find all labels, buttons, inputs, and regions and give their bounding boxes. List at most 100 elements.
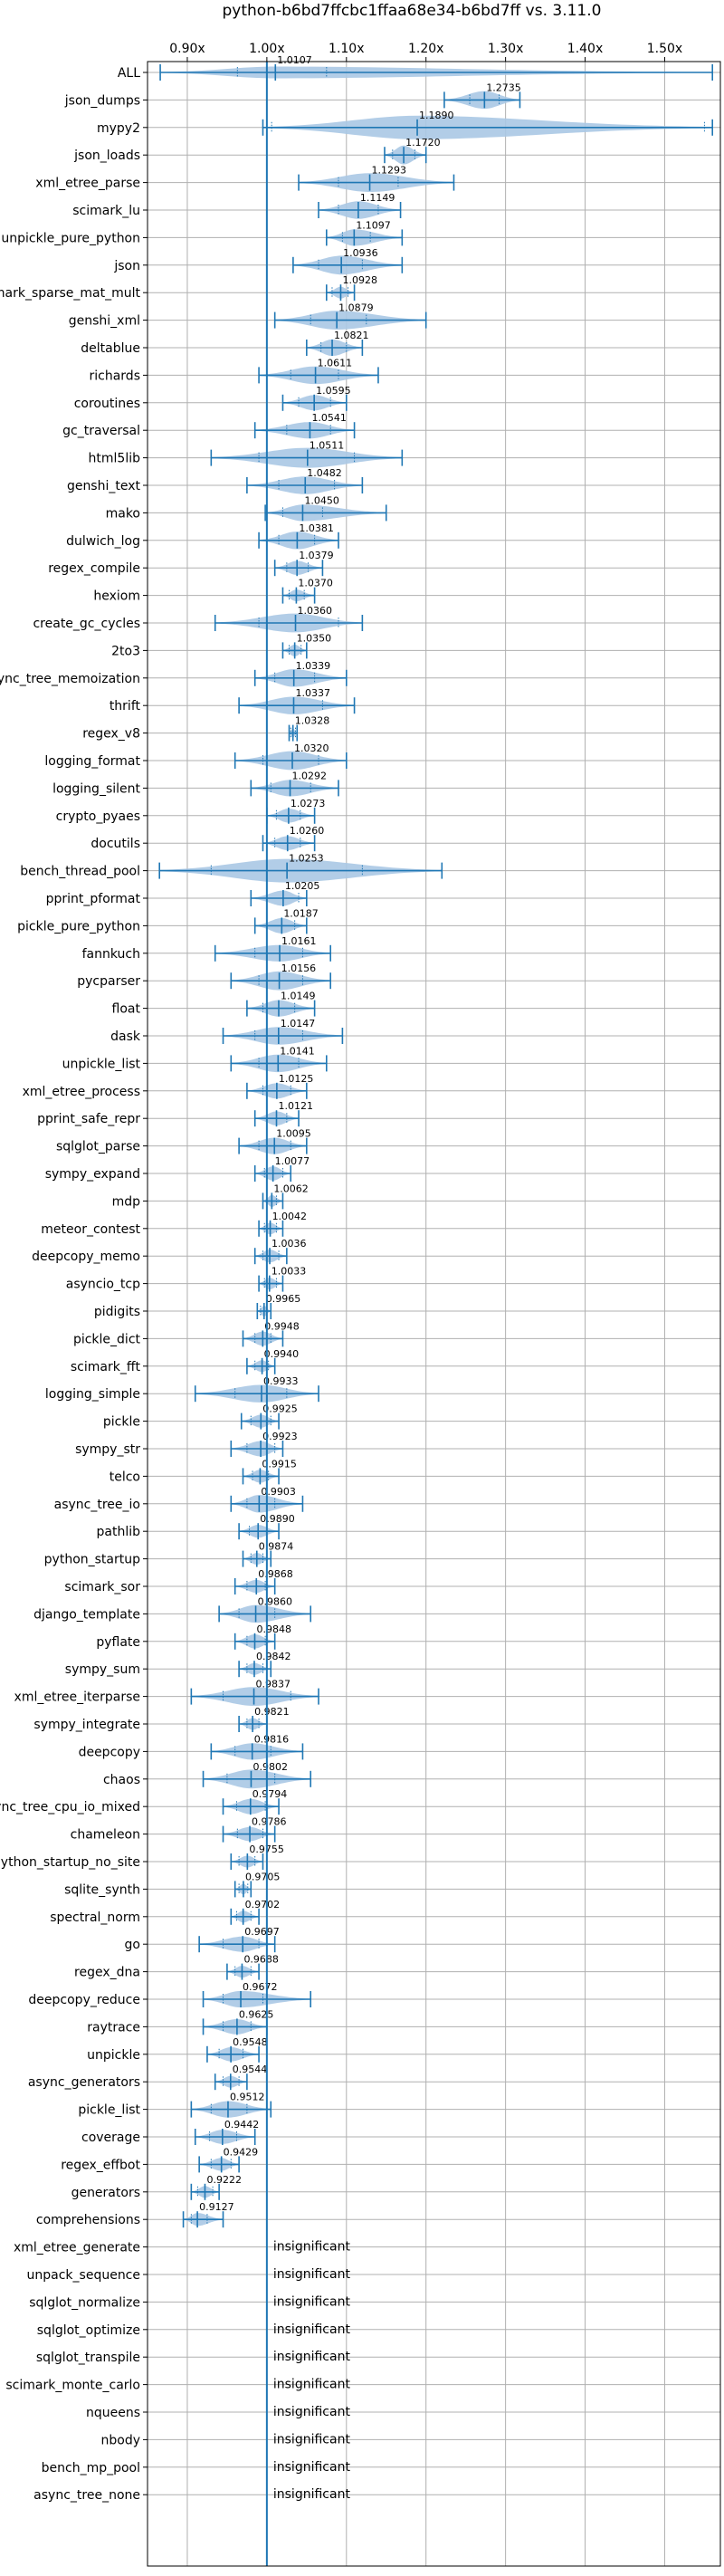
value-label: 0.9697 bbox=[244, 1926, 280, 1938]
value-label: 0.9816 bbox=[254, 1733, 290, 1745]
x-tick-label: 1.50x bbox=[647, 42, 682, 56]
benchmark-label: sympy_sum bbox=[65, 1662, 140, 1677]
value-label: 0.9786 bbox=[252, 1816, 287, 1828]
benchmark-label: gc_traversal bbox=[62, 424, 140, 438]
benchmark-label: regex_v8 bbox=[82, 727, 140, 742]
value-label: 0.9842 bbox=[256, 1651, 291, 1662]
value-label: 1.1720 bbox=[405, 137, 441, 148]
benchmark-label: richards bbox=[90, 369, 141, 383]
benchmark-label: generators bbox=[71, 2186, 140, 2200]
value-label: 1.2735 bbox=[486, 81, 521, 93]
benchmark-label: create_gc_cycles bbox=[33, 617, 140, 631]
value-label: 1.0450 bbox=[304, 494, 339, 506]
value-label: 1.0107 bbox=[277, 54, 312, 66]
insignificant-label: insignificant bbox=[273, 2432, 351, 2447]
benchmark-label: coroutines bbox=[74, 397, 140, 411]
value-label: 1.0121 bbox=[279, 1100, 314, 1112]
benchmark-label: pickle_dict bbox=[73, 1332, 141, 1346]
value-label: 1.0033 bbox=[272, 1266, 307, 1278]
value-label: 0.9965 bbox=[266, 1293, 301, 1305]
benchmark-label: async_tree_none bbox=[33, 2488, 140, 2503]
benchmark-label: float bbox=[112, 1002, 141, 1017]
value-label: 1.0253 bbox=[289, 853, 324, 865]
benchmark-label: comprehensions bbox=[36, 2213, 140, 2227]
benchmark-label: regex_compile bbox=[48, 561, 140, 576]
benchmark-label: sqlglot_optimize bbox=[37, 2323, 140, 2338]
value-label: 0.9544 bbox=[233, 2064, 268, 2075]
value-label: 1.0541 bbox=[311, 412, 347, 424]
benchmark-label: nqueens bbox=[86, 2406, 140, 2420]
benchmark-label: pickle_pure_python bbox=[17, 919, 140, 934]
value-label: 1.0360 bbox=[298, 605, 333, 617]
benchmark-label: pprint_safe_repr bbox=[37, 1112, 140, 1126]
benchmark-label: raytrace bbox=[87, 2020, 140, 2035]
benchmark-label: pidigits bbox=[94, 1305, 140, 1319]
value-label: 1.0260 bbox=[290, 825, 325, 837]
value-label: 0.9672 bbox=[243, 1981, 278, 1993]
benchmark-label: pickle bbox=[103, 1415, 140, 1430]
benchmark-label: scimark_fft bbox=[71, 1360, 141, 1374]
value-label: 1.0337 bbox=[296, 687, 331, 699]
chart-title: python-b6bd7ffcbc1ffaa68e34-b6bd7ff vs. … bbox=[223, 2, 602, 20]
benchmark-label: mypy2 bbox=[97, 121, 140, 136]
value-label: 1.0928 bbox=[342, 274, 377, 286]
value-label: 1.0821 bbox=[334, 330, 369, 341]
benchmark-label: scimark_monte_carlo bbox=[5, 2379, 140, 2393]
value-label: 0.9848 bbox=[257, 1623, 292, 1635]
insignificant-label: insignificant bbox=[273, 2460, 351, 2475]
benchmark-label: telco bbox=[110, 1470, 140, 1484]
benchmark-label: sqlglot_parse bbox=[56, 1140, 140, 1154]
insignificant-label: insignificant bbox=[273, 2267, 351, 2282]
value-label: 1.0147 bbox=[281, 1018, 316, 1029]
value-label: 1.0141 bbox=[280, 1045, 315, 1057]
value-label: 0.9948 bbox=[264, 1320, 300, 1332]
value-label: 0.9868 bbox=[258, 1568, 293, 1580]
benchmark-label: unpickle bbox=[87, 2048, 140, 2063]
benchmark-label: regex_effbot bbox=[61, 2158, 140, 2172]
benchmark-label: unpickle_pure_python bbox=[1, 231, 140, 245]
value-label: 1.0125 bbox=[279, 1073, 314, 1085]
benchmark-label: mako bbox=[106, 506, 140, 521]
value-label: 0.9915 bbox=[262, 1458, 297, 1470]
benchmark-label: async_tree_memoization bbox=[0, 672, 140, 686]
value-label: 1.0187 bbox=[283, 907, 319, 919]
value-label: 0.9705 bbox=[245, 1871, 281, 1882]
value-label: 1.0273 bbox=[291, 798, 326, 809]
benchmark-label: deltablue bbox=[81, 341, 140, 356]
benchmark-label: unpickle_list bbox=[62, 1057, 141, 1071]
value-label: 1.0936 bbox=[343, 247, 378, 259]
benchmark-label: pathlib bbox=[97, 1525, 141, 1539]
insignificant-label: insignificant bbox=[273, 2378, 351, 2392]
insignificant-label: insignificant bbox=[273, 2487, 351, 2502]
benchmark-label: bench_mp_pool bbox=[42, 2461, 140, 2475]
insignificant-label: insignificant bbox=[273, 2405, 351, 2419]
x-tick-label: 1.30x bbox=[488, 42, 523, 56]
benchmark-label: thrift bbox=[110, 699, 141, 713]
value-label: 1.0350 bbox=[297, 632, 332, 644]
value-label: 0.9688 bbox=[243, 1954, 279, 1966]
benchmark-label: scimark_sor bbox=[64, 1580, 140, 1594]
value-label: 0.9127 bbox=[199, 2201, 234, 2213]
benchmark-label: deepcopy_reduce bbox=[28, 1993, 140, 2007]
value-label: 0.9933 bbox=[263, 1375, 299, 1387]
benchmark-label: xml_etree_iterparse bbox=[14, 1690, 140, 1705]
value-label: 1.0036 bbox=[272, 1238, 307, 1250]
value-label: 0.9222 bbox=[206, 2174, 242, 2186]
value-label: 1.0370 bbox=[298, 578, 333, 589]
value-label: 1.0379 bbox=[299, 550, 334, 561]
benchmark-label: pickle_list bbox=[78, 2103, 140, 2118]
benchmark-label: logging_simple bbox=[45, 1387, 140, 1402]
benchmark-label: hexiom bbox=[93, 589, 140, 604]
value-label: 0.9860 bbox=[258, 1595, 293, 1607]
value-label: 1.0339 bbox=[296, 660, 331, 672]
x-tick-label: 1.20x bbox=[408, 42, 443, 56]
data-layer: 1.0107 1.2735 1.1890 1.1720 1.1293 1.1149 1.10… bbox=[158, 54, 714, 2566]
benchmark-label: docutils bbox=[90, 837, 140, 851]
benchmark-label: deepcopy_memo bbox=[32, 1250, 140, 1264]
axis-layer: 0.90x 1.00x 1.10x 1.20x 1.30x 1.40x 1.50x ALL js… bbox=[0, 42, 682, 2503]
benchmark-label: json bbox=[113, 259, 140, 273]
benchmark-label: spectral_norm bbox=[50, 1910, 140, 1925]
value-label: 1.1890 bbox=[419, 110, 454, 121]
